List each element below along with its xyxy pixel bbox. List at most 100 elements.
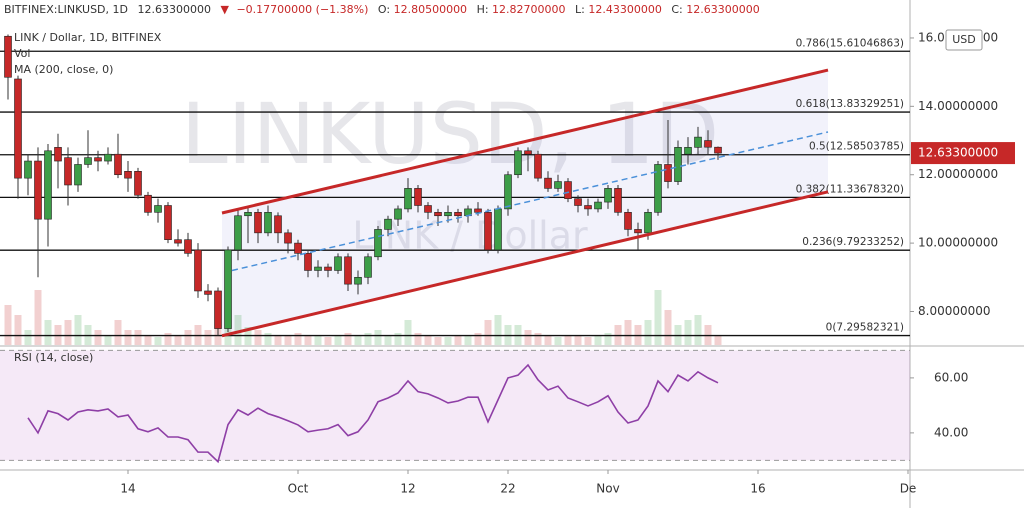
y-tick-label: 10.00000000 <box>918 236 998 250</box>
candle-body <box>484 212 492 251</box>
fib-label: 0.786(15.61046863) <box>796 37 904 49</box>
volume-bar <box>74 315 82 345</box>
fib-label: 0.618(13.83329251) <box>796 98 904 110</box>
volume-bar <box>364 333 372 345</box>
candle-body <box>434 212 442 217</box>
c-label: C: <box>671 3 682 16</box>
legend-ma: MA (200, close, 0) <box>14 63 113 76</box>
volume-bar <box>374 330 382 345</box>
volume-bar <box>464 335 472 345</box>
candle-body <box>304 253 312 271</box>
symbol: BITFINEX:LINKUSD, 1D <box>4 3 128 16</box>
h: 12.82700000 <box>492 3 565 16</box>
volume-bar <box>264 333 272 345</box>
legend-vol: Vol <box>14 47 30 60</box>
volume-bar <box>44 320 52 345</box>
y-tick-label: 14.00000000 <box>918 99 998 113</box>
rsi-y-tick-label: 40.00 <box>934 425 968 439</box>
volume-bar <box>524 330 532 345</box>
l-label: L: <box>575 3 585 16</box>
volume-bar <box>24 330 32 345</box>
candle-body <box>134 171 142 196</box>
fib-label: 0(7.29582321) <box>826 322 904 334</box>
x-tick-label: 12 <box>400 482 415 496</box>
candle-body <box>474 208 482 213</box>
volume-bar <box>694 315 702 345</box>
candle-body <box>504 174 512 210</box>
header-text: BITFINEX:LINKUSD, 1D 12.63300000 ▼ −0.17… <box>4 3 760 16</box>
candle-body <box>154 205 162 213</box>
currency-box[interactable] <box>945 29 983 51</box>
candle-body <box>554 181 562 189</box>
volume-bar <box>144 335 152 345</box>
l: 12.43300000 <box>588 3 661 16</box>
volume-bar <box>414 333 422 345</box>
candle-body <box>164 205 172 240</box>
volume-bar <box>554 337 562 345</box>
fib-label: 0.382(11.33678320) <box>796 183 904 195</box>
candle-body <box>54 147 62 162</box>
candle-body <box>564 181 572 199</box>
watermark-symbol: LINKUSD, 1D <box>181 85 719 183</box>
volume-bar <box>124 330 132 345</box>
change: −0.17700000 (−1.38%) <box>236 3 368 16</box>
candle-body <box>404 188 412 210</box>
currency[interactable]: USD <box>952 33 976 46</box>
volume-bar <box>544 335 552 345</box>
volume-bar <box>354 335 362 345</box>
candle-body <box>674 147 682 182</box>
candle-body <box>364 256 372 278</box>
x-tick-label: Nov <box>596 482 619 496</box>
volume-bar <box>714 335 722 345</box>
fib-label: 0.5(12.58503785) <box>809 141 904 153</box>
candle-body <box>334 256 342 271</box>
volume-bar <box>624 320 632 345</box>
volume-bar <box>104 335 112 345</box>
candle-body <box>614 188 622 213</box>
o: 12.80500000 <box>394 3 467 16</box>
candle-body <box>44 150 52 220</box>
candle-body <box>114 153 122 176</box>
volume-bar <box>234 315 242 345</box>
x-tick-label: 16 <box>750 482 765 496</box>
trendline <box>231 131 829 272</box>
volume-bar <box>684 320 692 345</box>
candle-body <box>84 157 92 165</box>
volume-bar <box>14 315 22 345</box>
candle-body <box>4 35 12 78</box>
candle-body <box>244 212 252 217</box>
volume-bar <box>594 335 602 345</box>
volume-bar <box>434 337 442 345</box>
x-tick-label: 22 <box>500 482 515 496</box>
candle-body <box>384 218 392 230</box>
rsi-band-fill <box>0 350 910 461</box>
candle-body <box>624 212 632 230</box>
candle-body <box>584 205 592 210</box>
candle-body <box>714 146 722 154</box>
candle-body <box>124 171 132 179</box>
header: BITFINEX:LINKUSD, 1D 12.63300000 ▼ −0.17… <box>4 3 760 364</box>
volume-bar <box>444 337 452 345</box>
candle-body <box>34 160 42 220</box>
volume-bar <box>424 335 432 345</box>
candle-body <box>94 157 102 162</box>
candle-body <box>354 276 362 285</box>
volume-bar <box>164 333 172 345</box>
y-tick-label: 12.00000000 <box>918 167 998 181</box>
volume-bar <box>644 320 652 345</box>
o-label: O: <box>378 3 390 16</box>
candle-body <box>194 249 202 292</box>
candle-body <box>444 212 452 217</box>
candle-body <box>174 239 182 244</box>
candle-body <box>494 208 502 251</box>
candle-body <box>324 266 332 271</box>
candle-body <box>274 215 282 234</box>
candle-body <box>664 164 672 182</box>
volume-bar <box>404 320 412 345</box>
x-tick-label: De <box>900 482 917 496</box>
volume-bar <box>584 337 592 345</box>
candle-body <box>544 177 552 189</box>
volume-bar <box>284 335 292 345</box>
trendline <box>221 68 829 215</box>
